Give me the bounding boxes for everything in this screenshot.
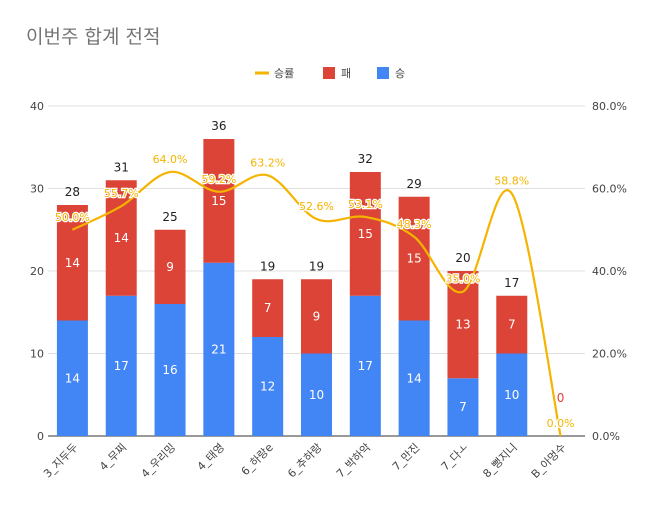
bar-win-label: 17	[114, 359, 129, 373]
x-tick-label: 4_무찌	[97, 441, 129, 473]
bar-loss-label: 14	[65, 256, 80, 270]
rate-line	[71, 170, 562, 437]
bar-total-label: 28	[65, 185, 80, 199]
x-tick-label: 7_다ㅗ	[439, 441, 471, 473]
bar-loss	[301, 279, 332, 354]
bar-win-label: 10	[504, 388, 519, 402]
bar-total-label: 19	[260, 259, 275, 273]
bar-total-label: 25	[162, 210, 177, 224]
bar-loss	[252, 279, 284, 337]
legend-swatch	[323, 67, 335, 79]
bar-loss-label: 7	[508, 318, 516, 332]
bar-loss	[203, 139, 235, 263]
bar-total-label: 36	[211, 119, 226, 133]
bar-win-label: 10	[309, 388, 324, 402]
bar-win	[154, 304, 186, 436]
x-tick-label: 6_추하랑	[284, 440, 324, 480]
rate-label: 35.0%	[445, 273, 480, 286]
bar-loss-label: 9	[166, 260, 174, 274]
y2-tick-label: 0.0%	[592, 430, 620, 443]
bar-total-label: 19	[309, 259, 324, 273]
bar-loss-label: 13	[455, 318, 470, 332]
bar-total-label: 32	[358, 152, 373, 166]
y2-tick-label: 20.0%	[592, 348, 627, 361]
legend-swatch	[377, 67, 389, 79]
x-tick-label: 8_뻥지니	[480, 441, 519, 480]
bar-loss-label: 9	[313, 309, 321, 323]
bar-loss	[154, 229, 186, 304]
x-tick-label: 7_만진	[390, 441, 422, 473]
bar-loss-label: 7	[264, 301, 272, 315]
bar-win	[447, 378, 479, 436]
bar-total-label: 0	[557, 416, 565, 430]
y-tick-label: 40	[30, 100, 44, 113]
bar-win-label: 12	[260, 380, 275, 394]
bar-loss-label: 15	[211, 194, 226, 208]
bar-loss-label: 15	[406, 252, 421, 266]
y-tick-label: 20	[30, 265, 44, 278]
bar-loss-label: 0	[557, 391, 565, 405]
bar-win-label: 14	[406, 371, 421, 385]
x-tick-label: 4_태영	[195, 441, 227, 473]
rate-label: 64.0%	[153, 153, 188, 166]
bar-win	[56, 320, 88, 436]
rate-label: 50.0%	[55, 211, 90, 224]
bar-loss-label: 15	[358, 227, 373, 241]
bar-win	[301, 353, 332, 436]
bar-loss-label: 14	[114, 231, 129, 245]
x-tick-label: 4_우리밍	[139, 441, 178, 480]
y2-tick-label: 60.0%	[592, 183, 627, 196]
y-tick-label: 0	[37, 430, 44, 443]
bar-loss	[398, 196, 430, 321]
rate-label: 52.6%	[299, 200, 334, 213]
bar-win	[105, 295, 137, 436]
bar-total-label: 17	[504, 276, 519, 290]
x-tick-label: 7_박하악	[333, 440, 373, 480]
chart-title: 이번주 합계 전적	[26, 26, 161, 48]
bar-total-label: 20	[455, 251, 470, 265]
bar-win	[203, 262, 235, 436]
y-tick-label: 30	[30, 183, 44, 196]
bar-win	[496, 353, 528, 436]
x-tick-label: B_아멍수	[529, 441, 569, 481]
bar-win-label: 7	[459, 400, 467, 414]
bar-win-label: 14	[65, 371, 80, 385]
bar-loss	[496, 295, 528, 354]
legend-label: 승	[395, 67, 405, 80]
legend-label: 패	[341, 67, 351, 80]
y-tick-label: 10	[30, 348, 44, 361]
rate-label: 0.0%	[547, 417, 575, 430]
bar-win	[349, 295, 381, 436]
legend-label: 승률	[274, 67, 294, 80]
bar-total-label: 29	[406, 177, 421, 191]
bar-win-label: 17	[358, 359, 373, 373]
rate-label: 55.7%	[104, 187, 139, 200]
rate-label: 48.3%	[397, 218, 432, 231]
rate-label: 63.2%	[250, 156, 285, 169]
y2-tick-label: 40.0%	[592, 265, 627, 278]
bar-win-label: 16	[162, 363, 177, 377]
bar-win	[252, 337, 284, 436]
x-tick-label: 6_하랑e	[238, 440, 276, 478]
bar-win	[398, 320, 430, 436]
bar-total-label: 31	[114, 160, 129, 174]
rate-label: 53.1%	[348, 198, 383, 211]
y2-tick-label: 80.0%	[592, 100, 627, 113]
bar-win-label: 21	[211, 342, 226, 356]
rate-label: 59.2%	[201, 173, 236, 186]
x-tick-label: 3_지두두	[41, 441, 80, 480]
bar-loss	[349, 172, 381, 296]
rate-label: 58.8%	[494, 174, 529, 187]
